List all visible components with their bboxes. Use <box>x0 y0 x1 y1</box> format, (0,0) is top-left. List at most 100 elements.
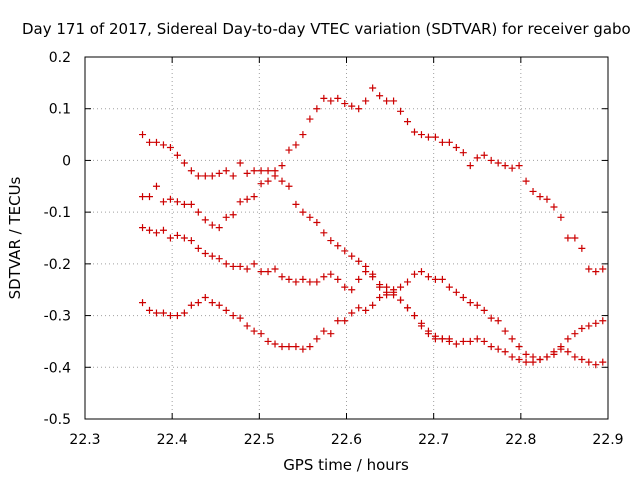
data-point-track-3 <box>369 273 377 281</box>
data-point-track-3 <box>271 265 279 273</box>
data-point-track-3 <box>473 301 481 309</box>
data-point-track-3 <box>299 275 307 283</box>
data-point-track-3 <box>459 293 467 301</box>
data-point-track-3 <box>264 268 272 276</box>
data-point-track-2 <box>515 356 523 364</box>
data-point-track-3 <box>215 255 223 263</box>
data-point-track-3 <box>487 314 495 322</box>
data-point-track-3 <box>180 234 188 242</box>
data-point-track-3 <box>139 224 147 232</box>
data-point-track-1 <box>327 97 335 105</box>
data-point-track-1 <box>452 144 460 151</box>
data-point-track-4 <box>320 327 328 335</box>
data-point-track-4 <box>236 314 244 322</box>
x-axis-label: GPS time / hours <box>283 456 409 474</box>
data-point-track-1 <box>369 84 377 92</box>
data-point-track-3 <box>508 335 516 343</box>
data-point-track-1 <box>592 268 600 276</box>
data-point-track-3 <box>404 278 412 286</box>
data-point-track-4 <box>341 317 349 325</box>
data-point-track-3 <box>592 319 600 327</box>
data-point-track-1 <box>557 213 565 221</box>
data-point-track-1 <box>159 141 167 149</box>
data-point-track-1 <box>229 172 237 180</box>
data-point-track-3 <box>341 283 349 291</box>
data-point-track-1 <box>494 159 502 167</box>
data-point-track-3 <box>431 275 439 283</box>
data-point-track-2 <box>278 177 286 185</box>
data-point-track-2 <box>166 195 174 203</box>
data-point-track-2 <box>487 343 495 351</box>
data-point-track-2 <box>159 198 167 206</box>
data-point-track-1 <box>187 167 195 175</box>
data-point-track-3 <box>362 268 370 276</box>
data-point-track-3 <box>355 275 363 283</box>
data-point-track-3 <box>194 244 202 252</box>
data-point-track-1 <box>515 162 523 170</box>
data-points <box>139 84 607 369</box>
data-point-track-1 <box>397 107 405 115</box>
data-point-track-2 <box>299 208 307 216</box>
data-point-track-3 <box>424 273 432 281</box>
data-point-track-1 <box>585 265 593 273</box>
data-point-track-1 <box>152 138 160 146</box>
data-point-track-2 <box>173 198 181 206</box>
data-point-track-2 <box>250 193 258 201</box>
data-point-track-2 <box>264 177 272 185</box>
data-point-track-4 <box>417 319 425 327</box>
data-point-track-3 <box>480 306 488 314</box>
data-point-track-3 <box>173 231 181 239</box>
data-point-track-4 <box>445 335 453 343</box>
data-point-track-2 <box>320 229 328 237</box>
y-axis-label: SDTVAR / TECUs <box>6 176 24 299</box>
data-point-track-2 <box>599 358 607 366</box>
data-point-track-2 <box>292 200 300 208</box>
data-point-track-1 <box>522 177 530 185</box>
data-point-track-3 <box>501 327 509 335</box>
data-point-track-4 <box>355 304 363 312</box>
data-point-track-3 <box>571 330 579 338</box>
data-point-track-4 <box>390 291 398 299</box>
data-point-track-3 <box>529 353 537 361</box>
data-point-track-2 <box>208 221 216 229</box>
data-point-track-2 <box>578 356 586 364</box>
data-point-track-4 <box>173 312 181 320</box>
data-point-track-1 <box>571 234 579 242</box>
data-point-track-2 <box>522 358 530 366</box>
data-point-track-3 <box>229 262 237 270</box>
data-point-track-1 <box>166 144 174 151</box>
data-point-track-2 <box>215 224 223 232</box>
chart-title: Day 171 of 2017, Sidereal Day-to-day VTE… <box>22 20 631 38</box>
data-point-track-4 <box>285 343 293 351</box>
data-point-track-3 <box>257 268 265 276</box>
data-point-track-1 <box>173 151 181 159</box>
x-tick-label: 22.6 <box>331 432 362 448</box>
data-point-track-4 <box>327 330 335 338</box>
data-point-track-2 <box>571 353 579 361</box>
data-point-track-3 <box>515 343 523 351</box>
data-point-track-1 <box>362 97 370 105</box>
data-point-track-1 <box>480 151 488 159</box>
data-point-track-4 <box>431 332 439 340</box>
data-point-track-2 <box>341 247 349 255</box>
data-point-track-2 <box>271 172 279 180</box>
data-point-track-4 <box>306 343 314 351</box>
x-tick-label: 22.3 <box>69 432 100 448</box>
data-point-track-3 <box>285 275 293 283</box>
data-point-track-1 <box>543 195 551 203</box>
data-point-track-2 <box>285 182 293 190</box>
data-point-track-2 <box>146 193 154 201</box>
data-point-track-2 <box>152 182 160 190</box>
data-point-track-3 <box>585 322 593 330</box>
data-point-track-3 <box>410 270 418 278</box>
y-tick-label: 0.1 <box>49 102 71 118</box>
data-point-track-4 <box>292 343 300 351</box>
data-point-track-2 <box>139 193 147 201</box>
data-point-track-1 <box>404 118 412 126</box>
data-point-track-1 <box>250 167 258 175</box>
axis-ticks: 22.3 22.4 22.5 22.6 22.7 22.8 22.9 0.2 0.1 0 -0.1 -… <box>44 50 624 448</box>
data-point-track-4 <box>139 299 147 307</box>
data-point-track-1 <box>355 105 363 113</box>
data-point-track-3 <box>438 275 446 283</box>
